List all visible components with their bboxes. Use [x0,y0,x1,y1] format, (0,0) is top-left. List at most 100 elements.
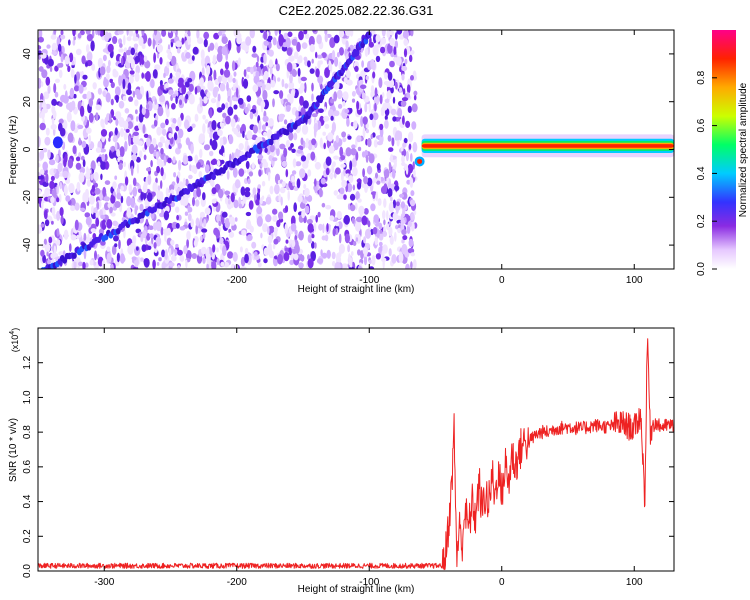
noise-cell [120,128,124,138]
noise-cell [97,30,101,36]
noise-cell [90,40,95,52]
noise-cell [56,239,61,246]
noise-cell [338,61,342,70]
noise-cell [360,84,367,90]
noise-cell [401,65,408,72]
snr-panel: -300 -200 -100 0 100 0.0 0.2 0.4 0.6 0.8 1.0 1.2 H… [8,327,675,595]
noise-cell [154,98,157,105]
noise-cell [413,169,416,178]
spectrogram-y-axis-label: Frequency (Hz) [8,116,19,185]
bright-spot [52,136,63,149]
noise-cell [388,78,395,88]
noise-cell [137,188,142,193]
noise-cell [324,32,328,43]
noise-cell [394,185,400,192]
noise-cell [268,118,274,127]
noise-cell [246,95,252,102]
noise-cell [152,69,158,79]
noise-cell [321,202,326,208]
noise-cell [193,239,198,247]
noise-cell [392,116,397,122]
noise-cell [187,213,192,222]
noise-cell [394,40,398,49]
noise-cell [410,252,416,257]
noise-cell [303,56,308,62]
noise-cell [412,259,417,269]
noise-cell [50,196,55,204]
noise-cell [38,77,42,89]
noise-cell [288,132,294,141]
noise-cell [139,54,142,66]
noise-cell [234,179,241,189]
noise-cell [268,225,275,234]
noise-cell [252,187,257,196]
noise-cell [263,161,269,169]
noise-cell [316,34,322,45]
noise-cell [110,195,116,204]
noise-cell [323,115,330,122]
noise-cell [220,122,225,129]
noise-cell [288,247,293,256]
noise-cell [300,155,307,162]
noise-cell [140,191,144,201]
noise-cell [153,30,158,36]
noise-cell [291,38,298,46]
noise-cell [135,109,138,115]
noise-cell [75,156,81,162]
noise-cell [127,55,134,64]
noise-cell [95,112,99,122]
noise-cell [223,69,231,78]
noise-cell [160,167,164,177]
noise-cell [333,110,340,117]
noise-cell [314,242,317,249]
noise-cell [291,62,297,69]
noise-cell [401,97,409,102]
noise-cell [343,194,347,200]
noise-cell [371,254,376,266]
noise-cell [216,247,219,253]
noise-cell [155,236,162,247]
noise-cell [277,253,283,265]
noise-cell [346,117,350,127]
noise-cell [249,111,254,120]
noise-cell [108,137,111,142]
noise-cell [135,116,139,122]
noise-cell [202,192,206,201]
noise-cell [325,167,330,176]
noise-cell [242,78,249,89]
noise-cell [188,93,195,105]
noise-cell [188,206,193,213]
noise-cell [310,151,316,161]
trace-cell [62,257,68,264]
noise-cell [377,198,382,206]
noise-cell [258,169,262,177]
noise-cell [71,100,76,111]
noise-cell [338,233,342,244]
noise-cell [404,58,408,65]
noise-cell [182,155,189,165]
noise-cell [397,227,402,234]
noise-cell [272,37,277,46]
noise-cell [333,140,339,151]
noise-cell [387,135,392,142]
noise-cell [406,179,411,185]
noise-cell [277,77,281,82]
noise-cell [118,239,121,250]
noise-cell [69,52,74,63]
noise-cell [209,108,213,119]
noise-cell [109,112,112,124]
noise-cell [304,187,310,197]
noise-cell [153,119,158,127]
noise-cell [92,82,97,90]
noise-cell [362,116,368,125]
noise-cell [340,155,346,161]
noise-cell [186,230,191,240]
noise-cell [119,146,125,158]
noise-cell [324,30,328,35]
noise-cell [246,130,253,140]
noise-cell [395,201,400,207]
noise-cell [128,135,132,147]
y-tick-label: 0.2 [22,529,33,543]
noise-cell [236,132,243,138]
colorbar-gradient [712,30,736,269]
